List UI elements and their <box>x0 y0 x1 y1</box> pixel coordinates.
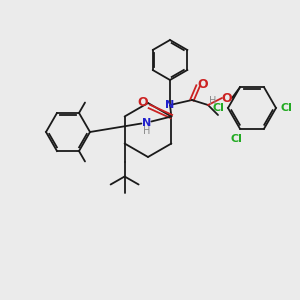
Text: O: O <box>222 92 232 104</box>
Text: H: H <box>143 127 150 136</box>
Text: H: H <box>209 96 217 106</box>
Text: O: O <box>198 77 208 91</box>
Text: O: O <box>137 96 148 109</box>
Text: Cl: Cl <box>212 103 224 113</box>
Text: Cl: Cl <box>230 134 242 144</box>
Text: N: N <box>165 100 175 110</box>
Text: N: N <box>142 118 151 128</box>
Text: Cl: Cl <box>280 103 292 113</box>
